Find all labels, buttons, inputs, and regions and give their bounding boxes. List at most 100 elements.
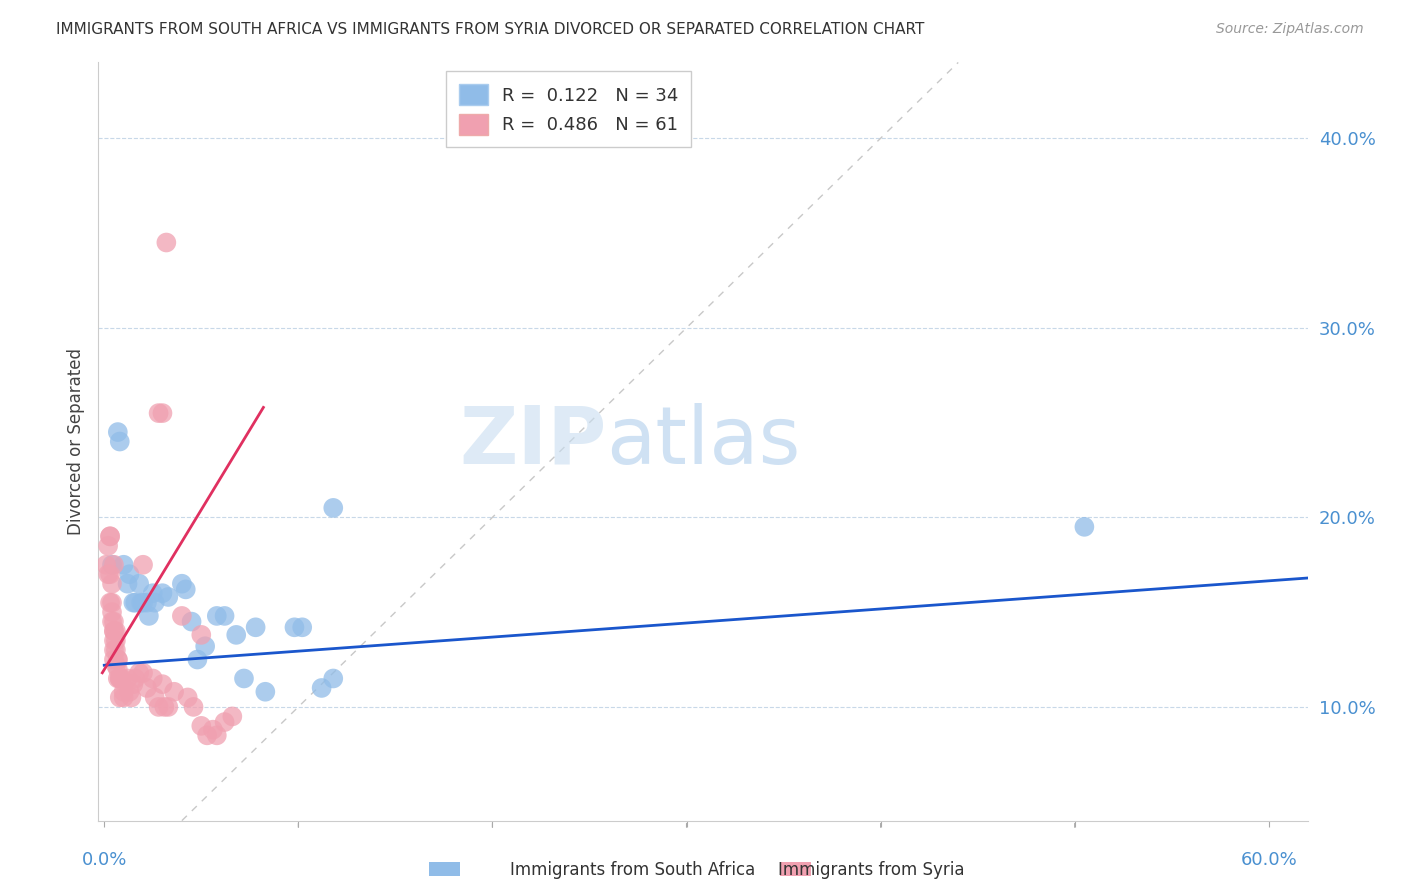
Point: [118, 567, 141, 582]
Point: [136, 596, 159, 610]
Point: [97, 539, 120, 553]
Point: [322, 500, 344, 515]
Point: [143, 690, 166, 705]
Point: [190, 628, 212, 642]
Text: ZIP: ZIP: [458, 402, 606, 481]
Point: [112, 558, 135, 572]
Point: [104, 643, 127, 657]
Legend: R =  0.122   N = 34, R =  0.486   N = 61: R = 0.122 N = 34, R = 0.486 N = 61: [446, 71, 690, 147]
Point: [291, 620, 314, 634]
Point: [120, 690, 142, 705]
Point: [103, 643, 125, 657]
Point: [108, 672, 131, 686]
Point: [117, 672, 139, 686]
Point: [214, 715, 236, 730]
Point: [152, 586, 174, 600]
Point: [101, 615, 124, 629]
Point: [138, 609, 160, 624]
Point: [214, 609, 236, 624]
Y-axis label: Divorced or Separated: Divorced or Separated: [66, 348, 84, 535]
Point: [128, 665, 150, 680]
Point: [104, 633, 127, 648]
Point: [111, 672, 134, 686]
Point: [221, 709, 243, 723]
Point: [104, 624, 127, 639]
Point: [107, 425, 129, 439]
Point: [104, 658, 127, 673]
Point: [97, 567, 120, 582]
Point: [98, 567, 121, 582]
Point: [132, 665, 155, 680]
Point: [155, 235, 177, 250]
Point: [98, 529, 121, 543]
Point: [108, 672, 131, 686]
Point: [143, 596, 166, 610]
Point: [96, 558, 118, 572]
Point: [170, 576, 193, 591]
Point: [183, 699, 205, 714]
Point: [136, 681, 159, 695]
Point: [103, 633, 125, 648]
Point: [190, 719, 212, 733]
Point: [103, 558, 125, 572]
Point: [108, 690, 131, 705]
Point: [107, 652, 129, 666]
Point: [157, 699, 180, 714]
Point: [283, 620, 305, 634]
Point: [254, 685, 277, 699]
Point: [129, 596, 152, 610]
Point: [311, 681, 333, 695]
Point: [101, 596, 124, 610]
Point: [103, 624, 125, 639]
Text: 0.0%: 0.0%: [82, 851, 127, 869]
Point: [186, 652, 208, 666]
Point: [1073, 520, 1095, 534]
Point: [107, 662, 129, 676]
Point: [117, 576, 139, 591]
Text: Immigrants from South Africa: Immigrants from South Africa: [510, 861, 755, 879]
Point: [245, 620, 267, 634]
Point: [108, 434, 131, 449]
Point: [128, 576, 150, 591]
Point: [122, 677, 145, 691]
Point: [180, 615, 202, 629]
Point: [205, 609, 228, 624]
Point: [118, 685, 141, 699]
Point: [195, 728, 218, 742]
Point: [194, 639, 217, 653]
Point: [152, 406, 174, 420]
Point: [101, 605, 124, 619]
Text: Immigrants from Syria: Immigrants from Syria: [779, 861, 965, 879]
Point: [157, 590, 180, 604]
Point: [176, 690, 198, 705]
Point: [142, 672, 165, 686]
Point: [107, 672, 129, 686]
Bar: [780, 862, 811, 876]
Point: [153, 699, 176, 714]
Point: [103, 624, 125, 639]
Point: [148, 699, 170, 714]
Point: [152, 677, 174, 691]
Point: [103, 652, 125, 666]
Point: [205, 728, 228, 742]
Point: [98, 529, 121, 543]
Point: [124, 596, 146, 610]
Point: [142, 586, 165, 600]
Text: atlas: atlas: [606, 402, 800, 481]
Point: [225, 628, 247, 642]
Point: [170, 609, 193, 624]
Point: [148, 406, 170, 420]
Point: [233, 672, 256, 686]
Point: [101, 576, 124, 591]
Text: 60.0%: 60.0%: [1240, 851, 1298, 869]
Point: [107, 652, 129, 666]
Point: [322, 672, 344, 686]
Text: IMMIGRANTS FROM SOUTH AFRICA VS IMMIGRANTS FROM SYRIA DIVORCED OR SEPARATED CORR: IMMIGRANTS FROM SOUTH AFRICA VS IMMIGRAN…: [56, 22, 925, 37]
Point: [101, 558, 124, 572]
Point: [112, 690, 135, 705]
Point: [112, 685, 135, 699]
Point: [98, 596, 121, 610]
Point: [163, 685, 186, 699]
Bar: [429, 862, 460, 876]
Point: [122, 596, 145, 610]
